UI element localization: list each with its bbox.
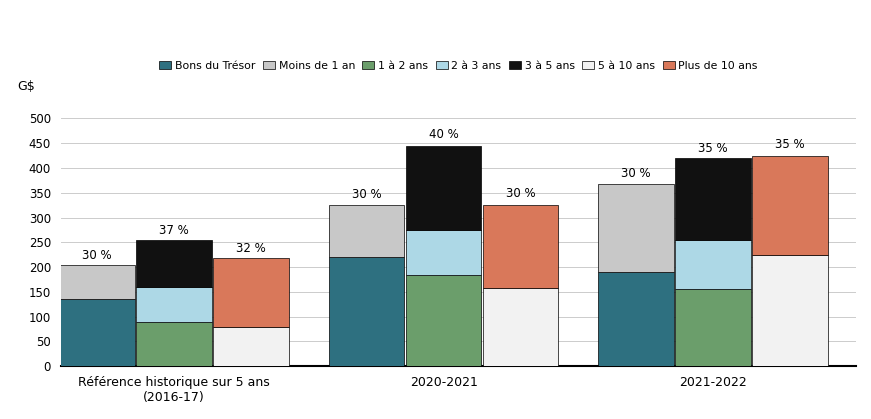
Text: 32 %: 32 % — [236, 242, 266, 255]
Bar — [136, 240, 212, 287]
Text: 37 %: 37 % — [159, 224, 189, 237]
Bar — [483, 288, 558, 366]
Text: 30 %: 30 % — [621, 167, 651, 180]
Bar — [753, 255, 827, 366]
Bar — [213, 326, 289, 366]
Bar — [329, 257, 404, 366]
Bar — [675, 158, 751, 240]
Bar — [406, 230, 482, 274]
Legend: Bons du Trésor, Moins de 1 an, 1 à 2 ans, 2 à 3 ans, 3 à 5 ans, 5 à 10 ans, Plus: Bons du Trésor, Moins de 1 an, 1 à 2 ans… — [155, 56, 762, 75]
Bar — [136, 287, 212, 322]
Bar — [753, 155, 827, 255]
Text: 30 %: 30 % — [506, 187, 536, 200]
Bar — [213, 258, 289, 326]
Bar — [598, 184, 674, 272]
Bar — [598, 272, 674, 366]
Text: G$: G$ — [17, 80, 35, 93]
Bar — [483, 204, 558, 288]
Bar — [59, 299, 135, 366]
Text: 30 %: 30 % — [352, 188, 381, 201]
Text: 35 %: 35 % — [775, 137, 805, 150]
Text: 35 %: 35 % — [699, 142, 728, 155]
Bar — [59, 265, 135, 299]
Bar — [136, 322, 212, 366]
Text: 40 %: 40 % — [429, 128, 458, 141]
Bar — [406, 145, 482, 230]
Text: 30 %: 30 % — [82, 249, 111, 262]
Bar — [406, 274, 482, 366]
Bar — [675, 290, 751, 366]
Bar — [675, 240, 751, 290]
Bar — [329, 205, 404, 257]
